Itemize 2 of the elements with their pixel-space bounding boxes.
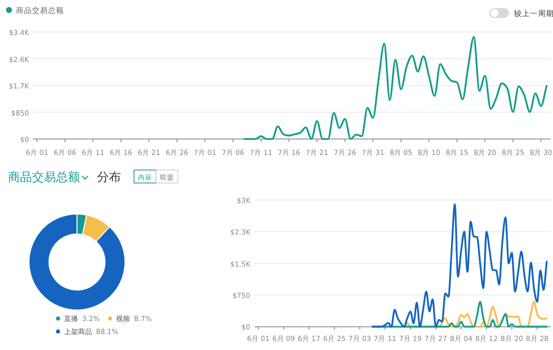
- chart-subtitle: 分布: [97, 170, 121, 184]
- chart-title: 商品交易总额: [8, 170, 80, 184]
